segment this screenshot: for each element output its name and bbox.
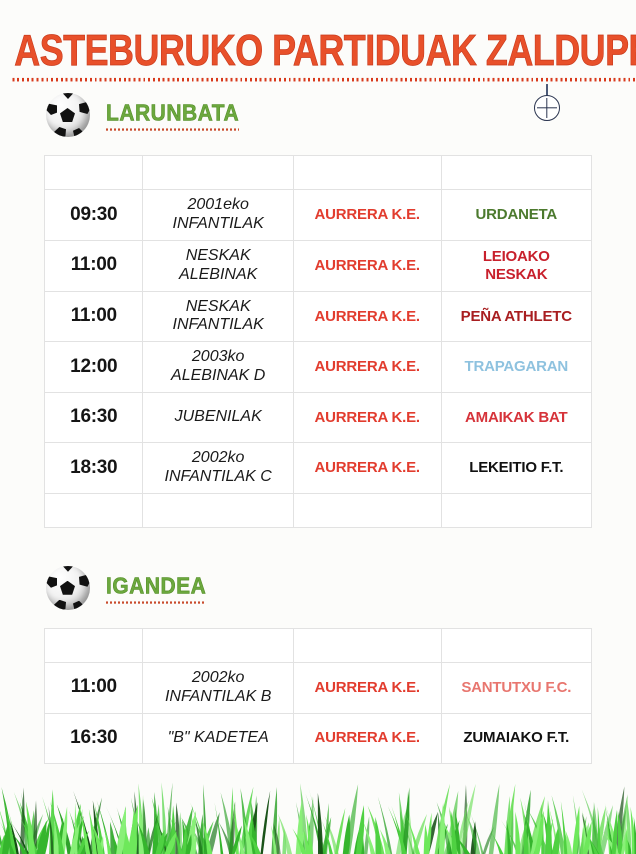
cell-home-team: AURRERA K.E.	[292, 189, 442, 241]
category-line-1: 2002ko	[191, 449, 245, 466]
cell-time: 11:00	[43, 290, 144, 343]
sunday-table-wrap: 11:00 2002ko INFANTILAK B AURRERA K.E. S…	[0, 627, 636, 764]
cell-time: 16:30	[43, 712, 144, 764]
day-header-saturday: LARUNBATA	[0, 84, 636, 137]
header-cell-time	[43, 627, 144, 663]
club-crest-icon	[534, 84, 598, 147]
cell-away-team: TRAPAGARAN	[440, 341, 593, 393]
cell-category: "B" KADETEA	[142, 712, 294, 764]
footer-cell-home	[292, 492, 442, 528]
cell-time: 12:00	[43, 341, 144, 393]
category-line-1: NESKAK	[185, 246, 251, 264]
category-line-2: ALEBINAK	[179, 265, 258, 283]
header-cell-away	[440, 155, 593, 190]
cell-category: JUBENILAK	[142, 392, 294, 443]
category-line-2: INFANTILAK	[172, 214, 264, 232]
header-cell-away	[440, 627, 593, 663]
day-label-saturday-text: LARUNBATA	[106, 100, 240, 127]
soccer-ball-icon	[46, 565, 90, 610]
table-row[interactable]: 11:00 NESKAK INFANTILAK AURRERA K.E. PEÑ…	[43, 290, 593, 343]
day-label-underline	[106, 601, 207, 604]
day-label-saturday: LARUNBATA	[106, 100, 240, 131]
footer-cell-category	[142, 492, 294, 528]
table-header-row	[43, 155, 593, 190]
category-line-1: 2001eko	[187, 196, 249, 213]
saturday-table-wrap: 09:30 2001eko INFANTILAK AURRERA K.E. UR…	[0, 155, 636, 528]
footer-cell-time	[43, 492, 144, 528]
cell-home-team: AURRERA K.E.	[292, 442, 442, 494]
away-line-2: NESKAK	[485, 265, 548, 283]
table-row[interactable]: 12:00 2003ko ALEBINAK D AURRERA K.E. TRA…	[43, 341, 593, 393]
cell-away-team: LEIOAKO NESKAK	[440, 239, 593, 292]
category-line-2: INFANTILAK C	[164, 467, 272, 485]
header-cell-category	[142, 627, 294, 663]
cell-category: 2003ko ALEBINAK D	[142, 341, 294, 393]
header-cell-home	[292, 155, 442, 190]
cell-home-team: AURRERA K.E.	[292, 392, 442, 443]
cell-category: NESKAK INFANTILAK	[142, 290, 294, 343]
poster-header: ASTEBURUKO PARTIDUAK ZALDUPEN	[0, 0, 636, 82]
day-label-underline	[106, 128, 240, 131]
cell-home-team: AURRERA K.E.	[292, 341, 442, 393]
title-underline	[12, 77, 636, 82]
crest-shield	[534, 84, 560, 121]
crest-monogram	[534, 94, 560, 121]
schedule-table-sunday: 11:00 2002ko INFANTILAK B AURRERA K.E. S…	[43, 627, 593, 764]
header-cell-home	[292, 627, 442, 663]
away-line-1: LEIOAKO	[482, 247, 550, 265]
cell-category: 2002ko INFANTILAK C	[142, 442, 294, 494]
table-row[interactable]: 16:30 JUBENILAK AURRERA K.E. AMAIKAK BAT	[43, 392, 593, 443]
header-cell-time	[43, 155, 144, 190]
page-title: ASTEBURUKO PARTIDUAK ZALDUPEN	[10, 26, 636, 82]
day-header-sunday: IGANDEA	[0, 565, 636, 610]
cell-category: NESKAK ALEBINAK	[142, 239, 294, 292]
table-row[interactable]: 11:00 2002ko INFANTILAK B AURRERA K.E. S…	[43, 661, 593, 714]
table-row[interactable]: 09:30 2001eko INFANTILAK AURRERA K.E. UR…	[43, 189, 593, 241]
cell-away-team: SANTUTXU F.C.	[440, 661, 593, 714]
header-cell-category	[142, 155, 294, 190]
cell-home-team: AURRERA K.E.	[292, 290, 442, 343]
cell-time: 16:30	[43, 392, 144, 443]
grass-decoration	[0, 772, 636, 854]
cell-away-team: AMAIKAK BAT	[440, 392, 593, 443]
table-row[interactable]: 16:30 "B" KADETEA AURRERA K.E. ZUMAIAKO …	[43, 712, 593, 764]
cell-home-team: AURRERA K.E.	[292, 239, 442, 292]
table-footer-row	[43, 492, 593, 528]
page-title-text: ASTEBURUKO PARTIDUAK ZALDUPEN	[14, 26, 636, 75]
cell-home-team: AURRERA K.E.	[292, 712, 442, 764]
category-line-2: INFANTILAK	[172, 316, 264, 334]
category-line-1: NESKAK	[185, 297, 251, 315]
category-line-1: 2002ko	[191, 668, 245, 686]
cell-category: 2001eko INFANTILAK	[142, 189, 294, 241]
cell-time: 11:00	[43, 661, 144, 714]
cell-away-team: ZUMAIAKO F.T.	[440, 712, 593, 764]
cell-away-team: URDANETA	[440, 189, 593, 241]
cell-category: 2002ko INFANTILAK B	[142, 661, 294, 714]
day-label-sunday-text: IGANDEA	[106, 573, 207, 599]
soccer-ball-icon	[46, 93, 90, 137]
cell-away-team: PEÑA ATHLETC	[440, 290, 593, 343]
day-label-sunday: IGANDEA	[106, 573, 207, 604]
cell-time: 18:30	[43, 442, 144, 494]
cell-time: 11:00	[43, 239, 144, 292]
category-line-2: ALEBINAK D	[171, 367, 266, 385]
cell-time: 09:30	[43, 189, 144, 241]
schedule-table-saturday: 09:30 2001eko INFANTILAK AURRERA K.E. UR…	[43, 155, 593, 528]
cell-home-team: AURRERA K.E.	[292, 661, 442, 714]
cell-away-team: LEKEITIO F.T.	[440, 442, 593, 494]
category-line-2: INFANTILAK B	[164, 687, 272, 705]
footer-cell-away	[440, 492, 593, 528]
table-header-row	[43, 627, 593, 663]
category-line-1: 2003ko	[191, 348, 245, 366]
table-row[interactable]: 18:30 2002ko INFANTILAK C AURRERA K.E. L…	[43, 442, 593, 494]
table-row[interactable]: 11:00 NESKAK ALEBINAK AURRERA K.E. LEIOA…	[43, 239, 593, 292]
